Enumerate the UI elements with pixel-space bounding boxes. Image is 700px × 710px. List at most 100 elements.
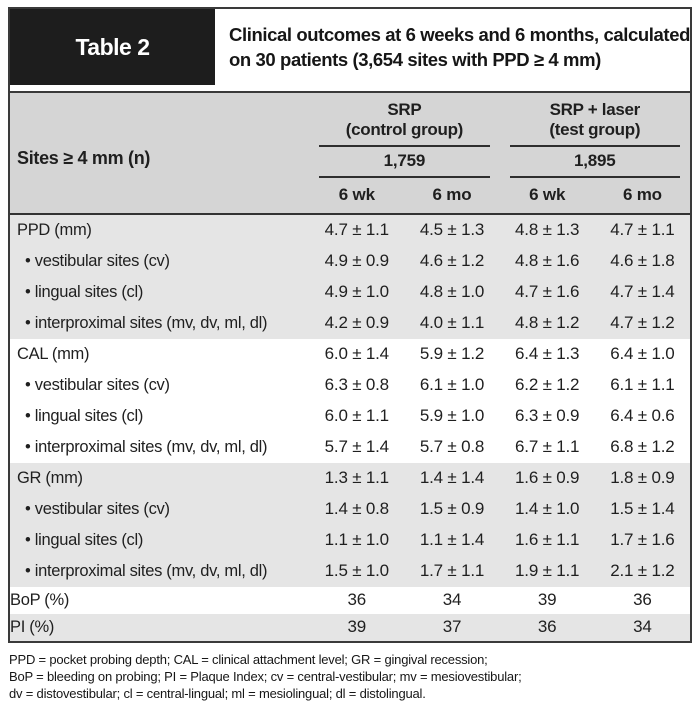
table-row-bop: BoP (%) 36 34 39 36 — [10, 587, 690, 614]
value-cell: 1.4 ± 0.8 — [309, 494, 405, 525]
table-row-cal: CAL (mm) 6.0 ± 1.4 5.9 ± 1.2 6.4 ± 1.3 6… — [10, 339, 690, 370]
footnote-line2: BoP = bleeding on probing; PI = Plaque I… — [9, 669, 522, 684]
value-cell: 6.0 ± 1.1 — [309, 401, 405, 432]
header-row-timepoints: 6 wk 6 mo 6 wk 6 mo — [10, 178, 690, 215]
value-cell: 4.9 ± 0.9 — [309, 246, 405, 277]
value-cell: 36 — [499, 614, 595, 641]
value-cell: 36 — [594, 587, 690, 614]
value-cell: 6.1 ± 1.0 — [404, 370, 500, 401]
value-cell: 6.1 ± 1.1 — [594, 370, 690, 401]
table-row-ppd-interproximal: • interproximal sites (mv, dv, ml, dl) 4… — [10, 308, 690, 339]
value-cell: 5.9 ± 1.2 — [404, 339, 500, 370]
group-control-name: SRP — [387, 100, 422, 119]
value-cell: 4.6 ± 1.8 — [594, 246, 690, 277]
table-row-gr-interproximal: • interproximal sites (mv, dv, ml, dl) 1… — [10, 556, 690, 587]
row-label: GR (mm) — [10, 463, 310, 494]
row-label: • interproximal sites (mv, dv, ml, dl) — [10, 432, 310, 463]
caption-table-gap — [10, 85, 690, 91]
group-control-count: 1,759 — [319, 147, 490, 178]
value-cell: 6.7 ± 1.1 — [499, 432, 595, 463]
value-cell: 4.0 ± 1.1 — [404, 308, 500, 339]
table-frame: Table 2 Clinical outcomes at 6 weeks and… — [8, 7, 692, 643]
value-cell: 1.7 ± 1.1 — [404, 556, 500, 587]
value-cell: 6.8 ± 1.2 — [594, 432, 690, 463]
group-header-control-rule: SRP (control group) — [319, 100, 490, 147]
value-cell: 34 — [404, 587, 500, 614]
col-header-control-6mo: 6 mo — [404, 178, 500, 215]
value-cell: 4.8 ± 1.6 — [499, 246, 595, 277]
group-control-count-cell: 1,759 — [309, 147, 500, 178]
table-row-cal-interproximal: • interproximal sites (mv, dv, ml, dl) 5… — [10, 432, 690, 463]
group-test-name: SRP + laser — [549, 100, 641, 119]
table-title: Clinical outcomes at 6 weeks and 6 month… — [215, 9, 690, 85]
value-cell: 4.8 ± 1.2 — [499, 308, 595, 339]
table-row-gr-lingual: • lingual sites (cl) 1.1 ± 1.0 1.1 ± 1.4… — [10, 525, 690, 556]
value-cell: 34 — [594, 614, 690, 641]
table-row-pi: PI (%) 39 37 36 34 — [10, 614, 690, 641]
group-control-subname: (control group) — [345, 120, 464, 139]
value-cell: 4.8 ± 1.0 — [404, 277, 500, 308]
row-label: • vestibular sites (cv) — [10, 246, 310, 277]
value-cell: 1.6 ± 0.9 — [499, 463, 595, 494]
value-cell: 1.5 ± 1.0 — [309, 556, 405, 587]
table-row-gr-vestibular: • vestibular sites (cv) 1.4 ± 0.8 1.5 ± … — [10, 494, 690, 525]
group-header-test-rule: SRP + laser (test group) — [509, 100, 680, 147]
value-cell: 6.4 ± 0.6 — [594, 401, 690, 432]
value-cell: 1.4 ± 1.0 — [499, 494, 595, 525]
table-body: PPD (mm) 4.7 ± 1.1 4.5 ± 1.3 4.8 ± 1.3 4… — [10, 214, 690, 641]
table-number-tag: Table 2 — [10, 9, 215, 85]
caption-band: Table 2 Clinical outcomes at 6 weeks and… — [10, 9, 690, 85]
outcomes-table: Sites ≥ 4 mm (n) SRP (control group) SRP… — [10, 91, 690, 641]
row-label: • lingual sites (cl) — [10, 277, 310, 308]
value-cell: 6.3 ± 0.9 — [499, 401, 595, 432]
table-row-ppd-vestibular: • vestibular sites (cv) 4.9 ± 0.9 4.6 ± … — [10, 246, 690, 277]
row-label: PI (%) — [10, 614, 310, 641]
row-label: • interproximal sites (mv, dv, ml, dl) — [10, 308, 310, 339]
footnote-line1: PPD = pocket probing depth; CAL = clinic… — [9, 652, 488, 667]
row-label: • vestibular sites (cv) — [10, 370, 310, 401]
value-cell: 4.5 ± 1.3 — [404, 214, 500, 246]
row-label: CAL (mm) — [10, 339, 310, 370]
table-header: Sites ≥ 4 mm (n) SRP (control group) SRP… — [10, 92, 690, 215]
value-cell: 2.1 ± 1.2 — [594, 556, 690, 587]
value-cell: 1.1 ± 1.4 — [404, 525, 500, 556]
row-label: • vestibular sites (cv) — [10, 494, 310, 525]
table-title-line2: on 30 patients (3,654 sites with PPD ≥ 4… — [229, 49, 601, 70]
value-cell: 4.9 ± 1.0 — [309, 277, 405, 308]
value-cell: 39 — [309, 614, 405, 641]
col-header-control-6wk: 6 wk — [309, 178, 405, 215]
group-header-test: SRP + laser (test group) — [499, 92, 690, 147]
value-cell: 36 — [309, 587, 405, 614]
value-cell: 5.9 ± 1.0 — [404, 401, 500, 432]
table-row-cal-lingual: • lingual sites (cl) 6.0 ± 1.1 5.9 ± 1.0… — [10, 401, 690, 432]
table-number-label: Table 2 — [75, 33, 150, 60]
value-cell: 4.2 ± 0.9 — [309, 308, 405, 339]
value-cell: 6.4 ± 1.0 — [594, 339, 690, 370]
row-label: • lingual sites (cl) — [10, 525, 310, 556]
row-label: PPD (mm) — [10, 214, 310, 246]
group-test-subname: (test group) — [549, 120, 641, 139]
sites-dimension-header: Sites ≥ 4 mm (n) — [10, 92, 310, 215]
value-cell: 4.7 ± 1.6 — [499, 277, 595, 308]
value-cell: 1.3 ± 1.1 — [309, 463, 405, 494]
header-row-groups: Sites ≥ 4 mm (n) SRP (control group) SRP… — [10, 92, 690, 215]
value-cell: 5.7 ± 1.4 — [309, 432, 405, 463]
group-test-count: 1,895 — [509, 147, 680, 178]
value-cell: 6.4 ± 1.3 — [499, 339, 595, 370]
group-header-control: SRP (control group) — [309, 92, 500, 147]
col-header-test-6wk: 6 wk — [499, 178, 595, 215]
table-row-ppd-lingual: • lingual sites (cl) 4.9 ± 1.0 4.8 ± 1.0… — [10, 277, 690, 308]
value-cell: 1.5 ± 1.4 — [594, 494, 690, 525]
table-row-gr: GR (mm) 1.3 ± 1.1 1.4 ± 1.4 1.6 ± 0.9 1.… — [10, 463, 690, 494]
value-cell: 1.1 ± 1.0 — [309, 525, 405, 556]
table-row-ppd: PPD (mm) 4.7 ± 1.1 4.5 ± 1.3 4.8 ± 1.3 4… — [10, 214, 690, 246]
table-title-line1: Clinical outcomes at 6 weeks and 6 month… — [229, 24, 690, 45]
col-header-test-6mo: 6 mo — [594, 178, 690, 215]
value-cell: 1.9 ± 1.1 — [499, 556, 595, 587]
value-cell: 1.5 ± 0.9 — [404, 494, 500, 525]
footnote: PPD = pocket probing depth; CAL = clinic… — [8, 651, 692, 702]
value-cell: 4.7 ± 1.2 — [594, 308, 690, 339]
group-test-count-cell: 1,895 — [499, 147, 690, 178]
value-cell: 1.8 ± 0.9 — [594, 463, 690, 494]
